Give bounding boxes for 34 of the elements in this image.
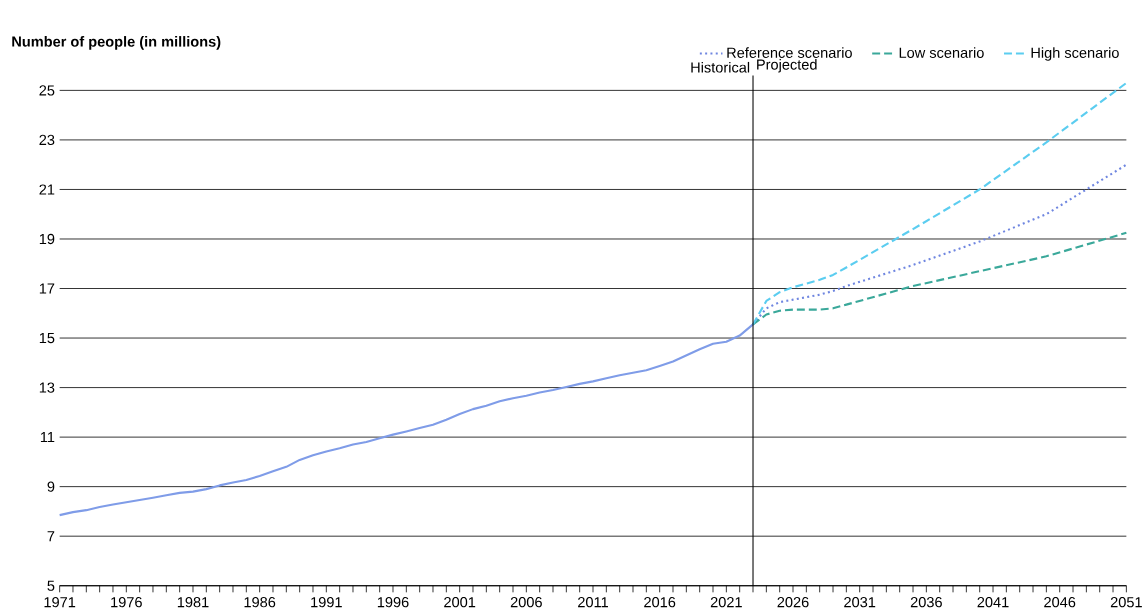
x-tick-label: 2041: [977, 597, 1009, 608]
y-tick-label: 5: [47, 580, 55, 591]
y-tick-label: 11: [40, 432, 55, 443]
x-tick-label: 2021: [710, 597, 742, 608]
x-tick-label: 2001: [444, 597, 476, 608]
y-tick-label: 23: [39, 134, 55, 146]
x-tick-label: 2026: [777, 597, 809, 608]
x-tick-label: 1996: [377, 597, 409, 608]
text: Historical: [691, 61, 750, 73]
x-tick-label: 2006: [510, 597, 542, 608]
y-tick-label: 9: [47, 481, 55, 492]
x-tick-label: 1981: [177, 597, 209, 608]
y-tick-label: 21: [39, 184, 55, 195]
legend-label: Low scenario: [899, 47, 984, 58]
x-tick-label: 2011: [578, 597, 608, 608]
y-tick-label: 13: [39, 382, 55, 393]
y-tick-label: 19: [39, 233, 55, 245]
y-tick-label: 7: [47, 531, 55, 542]
y-axis-title: Number of people (in millions): [12, 36, 221, 50]
x-tick-label: 1991: [311, 597, 342, 608]
legend-label: High scenario: [1031, 47, 1119, 61]
x-tick-label: 2031: [844, 597, 876, 608]
x-tick-label: 1976: [111, 597, 142, 608]
y-tick-label: 25: [39, 85, 55, 96]
x-tick-label: 2051: [1110, 597, 1142, 608]
text: Projected: [757, 59, 817, 73]
x-tick-label: 2016: [644, 597, 676, 608]
x-tick-label: 2046: [1044, 597, 1076, 608]
x-tick-label: 1971: [44, 597, 76, 608]
y-tick-label: 15: [39, 333, 55, 344]
x-tick-label: 2036: [910, 597, 942, 608]
x-tick-label: 1986: [244, 597, 276, 608]
y-tick-label: 17: [39, 283, 55, 294]
legend-label: Reference scenario: [727, 47, 852, 58]
